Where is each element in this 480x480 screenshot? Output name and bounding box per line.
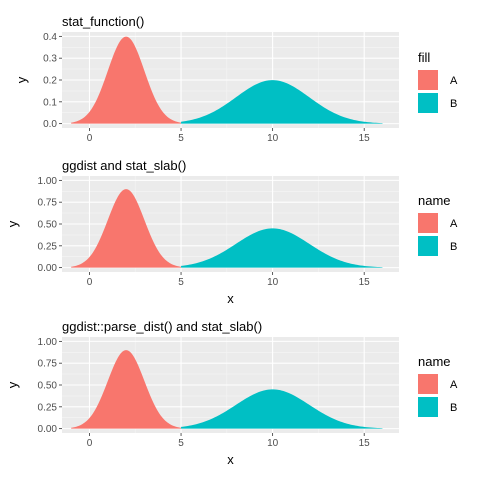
legend: fill AB [418, 50, 458, 113]
x-tick-label: 5 [178, 277, 184, 288]
legend-key-A [418, 374, 438, 394]
x-tick-label: 0 [87, 438, 93, 449]
legend-label-A: A [450, 75, 458, 87]
legend-label-A: A [450, 379, 458, 391]
legend: name AB [418, 354, 458, 417]
x-tick-label: 0 [87, 133, 93, 144]
y-tick-label: 0.00 [38, 263, 58, 274]
chart-title: ggdist::parse_dist() and stat_slab() [62, 319, 262, 334]
legend-title: name [418, 354, 451, 369]
legend-key-A [418, 70, 438, 90]
chart-1: stat_function() 0.0 0.1 0.2 0.3 0.4 0 5 10 15 y fil… [14, 14, 458, 144]
y-tick-label: 0.1 [43, 97, 57, 108]
chart-title: ggdist and stat_slab() [62, 158, 186, 173]
y-axis-label: y [5, 381, 20, 388]
legend: name AB [418, 193, 458, 256]
y-tick-label: 0.3 [43, 54, 57, 65]
x-tick-label: 10 [267, 277, 279, 288]
y-tick-label: 0.25 [38, 402, 58, 413]
density-area-B [181, 80, 383, 124]
density-area-B [181, 389, 383, 429]
x-tick-label: 5 [178, 133, 184, 144]
x-tick-label: 15 [359, 133, 371, 144]
y-axis-label: y [14, 76, 29, 83]
y-tick-label: 0.75 [38, 198, 58, 209]
x-axis-label: x [227, 291, 234, 306]
chart-3: ggdist::parse_dist() and stat_slab()0.00… [5, 319, 458, 467]
legend-key-B [418, 397, 438, 417]
y-tick-label: 0.50 [38, 381, 58, 392]
x-tick-label: 15 [359, 438, 371, 449]
y-tick-label: 0.0 [43, 119, 57, 130]
chart-2: ggdist and stat_slab() 0.00 0.25 0.50 0.75 1.… [5, 158, 458, 306]
x-axis-label: x [227, 452, 234, 467]
y-tick-label: 0.2 [43, 76, 57, 87]
chart-title: stat_function() [62, 14, 144, 29]
legend-label-A: A [450, 218, 458, 230]
y-tick-label: 0.4 [43, 32, 57, 43]
x-tick-label: 5 [178, 438, 184, 449]
y-tick-label: 0.00 [38, 424, 58, 435]
y-axis-label: y [5, 220, 20, 227]
y-tick-label: 0.50 [38, 220, 58, 231]
density-area-A [71, 350, 182, 429]
x-tick-label: 10 [267, 133, 279, 144]
x-tick-label: 10 [267, 438, 279, 449]
legend-title: fill [418, 50, 430, 65]
legend-title: name [418, 193, 451, 208]
x-tick-label: 15 [359, 277, 371, 288]
legend-key-B [418, 93, 438, 113]
y-tick-label: 0.25 [38, 241, 58, 252]
density-area-B [181, 228, 383, 268]
legend-label-B: B [450, 402, 457, 414]
y-tick-label: 0.75 [38, 359, 58, 370]
y-tick-label: 1.00 [38, 337, 58, 348]
legend-key-B [418, 236, 438, 256]
legend-label-B: B [450, 241, 457, 253]
legend-label-B: B [450, 98, 457, 110]
density-area-A [71, 189, 182, 268]
density-area-A [71, 36, 182, 124]
legend-key-A [418, 213, 438, 233]
x-tick-label: 0 [87, 277, 93, 288]
y-tick-label: 1.00 [38, 176, 58, 187]
